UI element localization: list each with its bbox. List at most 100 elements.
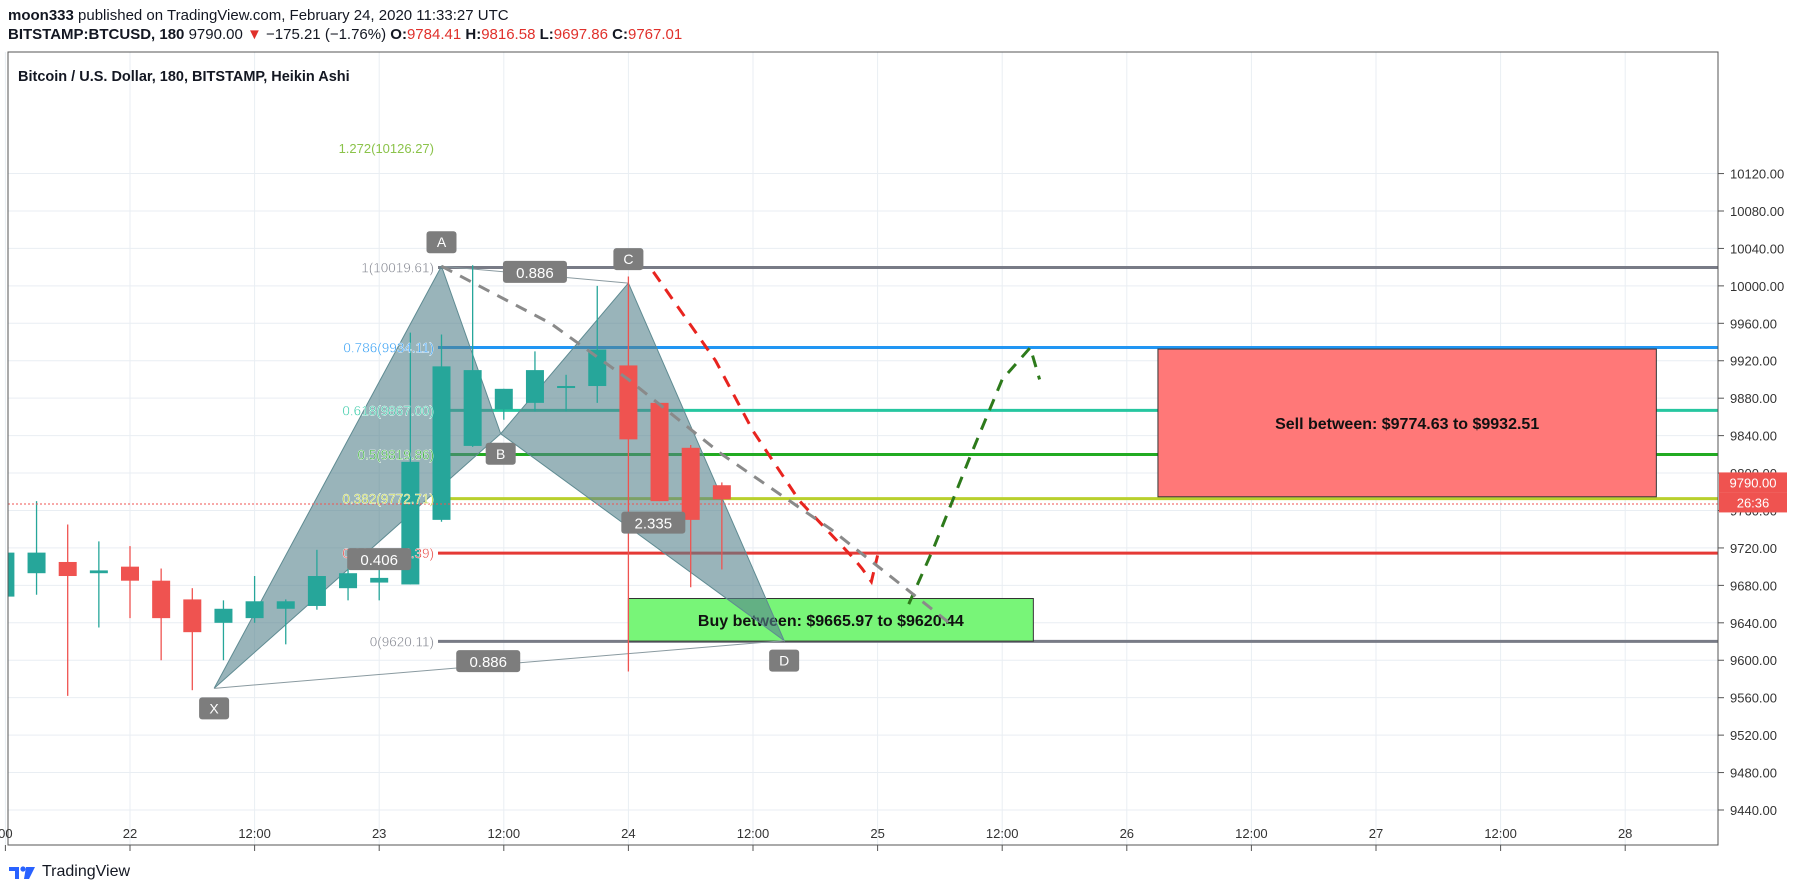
time-tick-label: 12:00 <box>1484 826 1517 841</box>
candle-body <box>557 386 576 389</box>
low-value: 9697.86 <box>553 26 608 43</box>
fib-level-label: 0.618(9867.00) <box>342 403 434 418</box>
price-tick-label: 9480.00 <box>1730 766 1777 781</box>
fib-level-label: 0(9620.11) <box>370 634 434 649</box>
candle-body <box>494 388 513 410</box>
tradingview-logo-icon[interactable] <box>8 863 36 881</box>
close-label: C: <box>612 26 628 43</box>
countdown-badge <box>1719 492 1787 513</box>
time-tick-label: 27 <box>1369 826 1383 841</box>
price-badges: 9790.00 26:36 <box>1719 472 1787 513</box>
fib-level-label: 1(10019.61) <box>361 261 434 276</box>
price-tick-label: 9640.00 <box>1730 616 1777 631</box>
time-tick-label: 23 <box>372 826 386 841</box>
candle-body <box>89 570 108 574</box>
point-label: B <box>496 446 505 462</box>
candle-body <box>58 561 77 577</box>
candles-series <box>8 265 1718 696</box>
candle-body <box>276 601 295 609</box>
projection-path[interactable] <box>907 344 1042 605</box>
point-label: D <box>779 653 789 669</box>
change-arrow-icon: ▼ <box>246 26 262 43</box>
time-tick-label: 28 <box>1618 826 1632 841</box>
candle-body <box>121 566 139 581</box>
point-label-box <box>485 442 516 465</box>
time-tick-label: 12:00 <box>488 826 521 841</box>
price-chart[interactable]: Sell between: $9774.63 to $9932.51 Buy be… <box>0 0 1804 860</box>
candle-body <box>370 577 389 583</box>
trade-zones[interactable]: Sell between: $9774.63 to $9932.51 Buy be… <box>627 348 1657 642</box>
ratio-label: 0.406 <box>360 552 398 569</box>
time-tick-label: 12:00 <box>986 826 1019 841</box>
time-tick-label: 26 <box>1120 826 1134 841</box>
point-label-box <box>769 649 800 672</box>
fib-level-label: 0.786(9934.11) <box>343 341 434 356</box>
pattern-triangle-xab[interactable] <box>213 264 502 689</box>
trade-zone-box[interactable] <box>1157 348 1657 498</box>
price-tick-label: 10000.00 <box>1730 279 1784 294</box>
countdown-badge-text: 26:36 <box>1737 495 1770 510</box>
price-tick-label: 9600.00 <box>1730 653 1777 668</box>
candle-body <box>8 552 15 597</box>
harmonic-pattern[interactable] <box>213 264 786 689</box>
tradingview-brand[interactable]: TradingView <box>42 863 131 880</box>
trade-zone-label: Buy between: $9665.97 to $9620.44 <box>698 613 964 630</box>
price-tick-label: 9680.00 <box>1730 578 1777 593</box>
price-tick-label: 9880.00 <box>1730 391 1777 406</box>
price-tick-label: 10120.00 <box>1730 167 1784 182</box>
price-tick-label: 9920.00 <box>1730 354 1777 369</box>
candle-body <box>588 349 607 387</box>
point-label: A <box>437 234 447 250</box>
price-change: −175.21 (−1.76%) <box>266 26 387 43</box>
fib-level-label: 0.5(9819.86) <box>357 447 434 462</box>
open-label: O: <box>390 26 407 43</box>
projection-lines[interactable] <box>440 264 1042 624</box>
candle-body <box>214 608 233 623</box>
candle-body <box>183 599 202 633</box>
point-label-box <box>199 697 230 720</box>
candle-body <box>712 485 731 500</box>
symbol-label[interactable]: BITSTAMP:BTCUSD, 180 <box>8 26 185 43</box>
chart-header: moon333 published on TradingView.com, Fe… <box>8 6 1798 44</box>
point-label: X <box>209 700 219 716</box>
candle-body <box>681 447 700 520</box>
candle-body <box>525 370 544 403</box>
price-tick-label: 10080.00 <box>1730 204 1784 219</box>
fib-level-label: 1.272(10126.27) <box>339 141 434 156</box>
low-label: L: <box>539 26 554 43</box>
time-tick-label: 24 <box>621 826 635 841</box>
candle-body <box>152 580 171 619</box>
candle-body <box>307 576 326 606</box>
publish-line: moon333 published on TradingView.com, Fe… <box>8 6 1798 25</box>
published-text: published on TradingView.com, February 2… <box>78 7 509 24</box>
candle-body <box>650 402 669 502</box>
price-tick-label: 9440.00 <box>1730 803 1777 818</box>
candle-body <box>27 552 46 574</box>
time-axis[interactable]: 00 22 12:00 23 12:00 24 12:00 25 12:00 26 12:00 27 1… <box>0 826 1632 851</box>
open-value: 9784.41 <box>406 26 462 43</box>
price-tick-label: 9840.00 <box>1730 429 1777 444</box>
point-label-box <box>613 248 644 271</box>
pattern-triangle-bcd[interactable] <box>499 282 786 643</box>
ratio-label: 0.886 <box>469 654 507 671</box>
point-label-box <box>426 231 457 254</box>
candle-body <box>245 601 264 619</box>
ratio-label: 0.886 <box>516 265 554 282</box>
ratio-label-box <box>456 650 521 673</box>
time-tick-label: 25 <box>870 826 884 841</box>
projection-path[interactable] <box>440 264 951 624</box>
price-axis[interactable]: 9440.00 9480.00 9520.00 9560.00 9600.00 9640.… <box>1718 167 1784 818</box>
time-tick-label: 00 <box>0 826 13 841</box>
candle-body <box>463 370 482 446</box>
close-value: 9767.01 <box>628 26 683 43</box>
candle-body <box>339 573 358 589</box>
ratio-label-box <box>502 260 567 283</box>
fib-level-label: 0.382(9772.71) <box>342 492 434 507</box>
trade-zone-box[interactable] <box>627 598 1034 642</box>
price-tick-label: 9960.00 <box>1730 316 1777 331</box>
candle-body <box>619 365 638 440</box>
time-tick-label: 12:00 <box>238 826 271 841</box>
plot-area[interactable]: Sell between: $9774.63 to $9932.51 Buy be… <box>0 141 1718 720</box>
footer: TradingView <box>8 860 130 884</box>
author-name[interactable]: moon333 <box>8 7 74 24</box>
